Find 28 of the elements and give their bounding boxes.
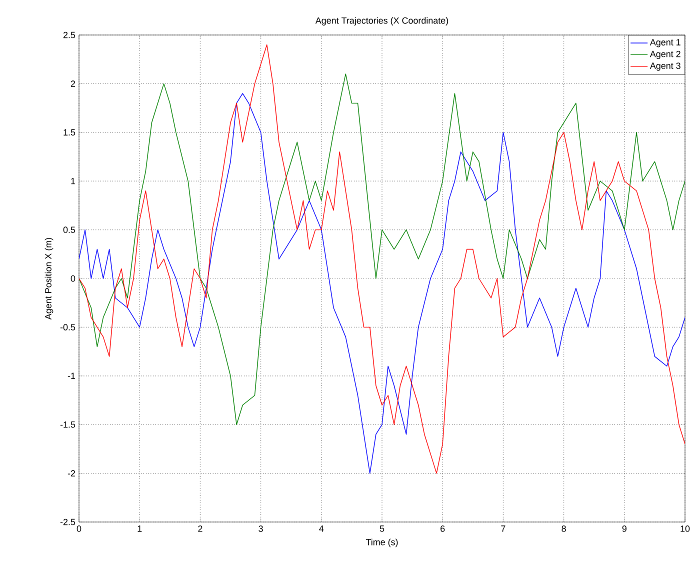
- x-tick-label: 3: [258, 526, 263, 532]
- x-tick-label: 6: [440, 526, 445, 532]
- x-tick-label: 4: [319, 526, 324, 532]
- y-tick-label: 1.5: [64, 129, 76, 136]
- x-tick-label: 1: [138, 526, 142, 532]
- x-tick-label: 2: [198, 526, 202, 532]
- y-axis-title: Agent Position X (m): [44, 238, 54, 320]
- x-tick-label: 7: [501, 526, 506, 532]
- y-tick-label: -2: [68, 470, 76, 476]
- y-tick-label: 2.5: [63, 32, 76, 38]
- legend-label: Agent 1: [650, 39, 680, 48]
- y-tick-label: -0.5: [60, 324, 76, 330]
- legend-label: Agent 2: [650, 50, 680, 59]
- y-tick-label: 0.5: [63, 226, 76, 233]
- y-tick-label: 2: [70, 80, 76, 87]
- y-tick-label: 1: [71, 178, 76, 184]
- x-tick-label: 8: [562, 526, 566, 532]
- x-tick-label: 9: [622, 526, 626, 532]
- x-axis-title: Time (s): [366, 538, 398, 548]
- y-tick-label: -1: [68, 372, 76, 379]
- legend-label: Agent 3: [650, 62, 680, 71]
- chart-title: Agent Trajectories (X Coordinate): [315, 17, 448, 26]
- y-tick-label: -1.5: [60, 421, 76, 428]
- x-tick-label: 0: [76, 526, 82, 532]
- y-tick-label: 0: [70, 275, 76, 282]
- x-tick-label: 10: [680, 526, 690, 532]
- y-tick-label: -2.5: [60, 518, 76, 526]
- x-tick-label: 5: [380, 526, 384, 532]
